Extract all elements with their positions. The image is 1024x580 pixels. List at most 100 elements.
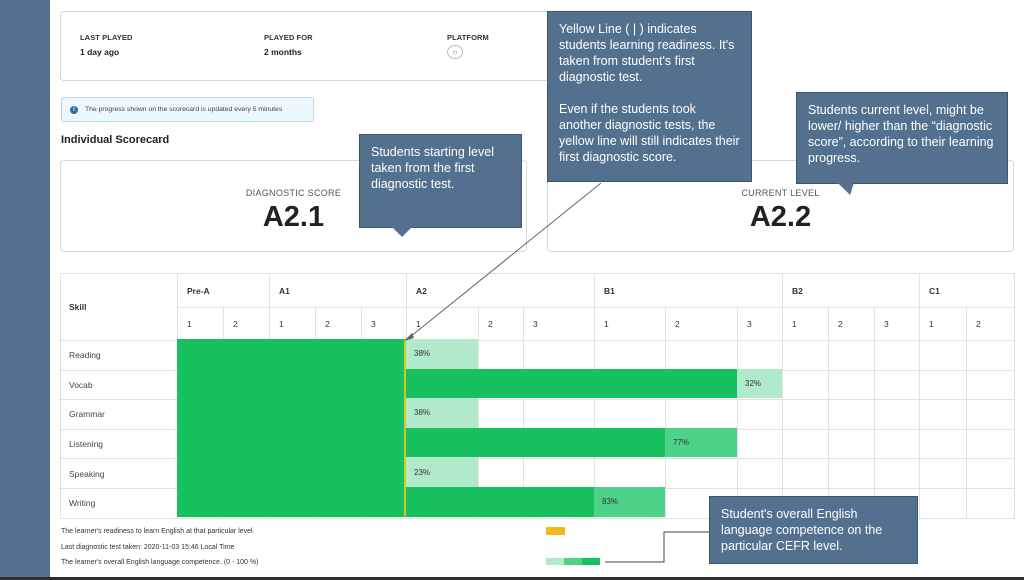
grid-cell: [665, 340, 738, 371]
grid-cell: [828, 340, 875, 371]
sublevel-header: 3: [523, 307, 595, 341]
diagnostic-score-value: A2.1: [262, 201, 325, 233]
sublevel-header: 1: [782, 307, 829, 341]
grid-cell: [782, 399, 829, 430]
legend-competence-text: The learner's overall English language c…: [61, 559, 259, 566]
grid-cell: [594, 399, 666, 430]
skill-name: Writing: [60, 487, 178, 519]
sublevel-header: 1: [919, 307, 967, 341]
grid-cell: [478, 340, 524, 371]
grid-cell: [874, 428, 920, 460]
grid-cell: [665, 458, 738, 489]
legend-competence-swatch: [546, 558, 600, 565]
skill-name: Listening: [60, 428, 178, 460]
grid-cell: [737, 428, 783, 460]
grid-cell: [665, 399, 738, 430]
sublevel-header: 2: [966, 307, 1015, 341]
diagnostic-score-label: DIAGNOSTIC SCORE: [245, 188, 342, 198]
callout-yellow-line-p2: Even if the students took another diagno…: [559, 102, 740, 164]
info-icon: i: [70, 105, 78, 114]
sublevel-header: 1: [594, 307, 666, 341]
level-header-a2: A2: [406, 273, 595, 308]
last-played-stat: LAST PLAYED 1 day ago: [80, 33, 133, 57]
callout-current-level: Students current level, might be lower/ …: [796, 92, 1008, 184]
grid-cell: [594, 340, 666, 371]
callout-competence: Student's overall English language compe…: [709, 496, 918, 564]
gamepad-icon: ○: [447, 45, 463, 59]
grid-cell: [782, 458, 829, 489]
played-for-value: 2 months: [264, 47, 302, 57]
section-title: Individual Scorecard: [61, 134, 170, 146]
skill-bar-completed: [177, 339, 406, 369]
left-sidebar-strip: [0, 0, 50, 580]
sublevel-header: 2: [223, 307, 270, 341]
skill-name: Speaking: [60, 458, 178, 489]
grid-cell: [737, 340, 783, 371]
grid-cell: [782, 340, 829, 371]
skill-bar-completed: [177, 457, 406, 487]
grid-cell: [919, 399, 967, 430]
platform-label: PLATFORM: [447, 33, 489, 42]
callout-starting-level-text: Students starting level taken from the f…: [371, 145, 494, 191]
grid-cell: [874, 458, 920, 489]
sublevel-header: 2: [828, 307, 875, 341]
grid-cell: [782, 369, 829, 401]
grid-cell: [737, 458, 783, 489]
sublevel-header: 3: [874, 307, 920, 341]
skill-bar-progress: 38%: [406, 339, 478, 369]
skill-bar-progress: 38%: [406, 398, 478, 428]
callout-competence-text: Student's overall English language compe…: [721, 507, 883, 553]
callout-starting-level: Students starting level taken from the f…: [359, 134, 522, 228]
last-played-value: 1 day ago: [80, 47, 120, 57]
grid-cell: [737, 399, 783, 430]
last-played-label: LAST PLAYED: [80, 33, 133, 42]
sublevel-header: 3: [737, 307, 783, 341]
grid-cell: [919, 487, 967, 519]
current-level-label: CURRENT LEVEL: [741, 188, 820, 198]
level-header-a1: A1: [269, 273, 407, 308]
skill-bar-progress: 77%: [665, 427, 737, 458]
readiness-line: [404, 339, 406, 516]
page-bottom-edge: [0, 577, 1024, 580]
sublevel-header: 2: [665, 307, 738, 341]
grid-cell: [966, 487, 1015, 519]
level-header-pre-a: Pre-A: [177, 273, 270, 308]
sublevel-header: 1: [269, 307, 316, 341]
sublevel-header: 1: [406, 307, 479, 341]
callout-yellow-line: Yellow Line ( | ) indicates students lea…: [547, 11, 752, 182]
grid-cell: [919, 369, 967, 401]
sublevel-header: 2: [478, 307, 524, 341]
skill-name: Reading: [60, 340, 178, 371]
skill-bar-completed: [177, 427, 665, 458]
grid-cell: [828, 458, 875, 489]
grid-cell: [919, 428, 967, 460]
skill-bar-completed: [177, 398, 406, 428]
grid-cell: [828, 399, 875, 430]
callout-starting-level-tail: [392, 227, 412, 237]
skill-bar-completed: [177, 368, 737, 399]
grid-cell: [966, 399, 1015, 430]
skill-bar-progress: 23%: [406, 457, 478, 487]
grid-cell: [594, 458, 666, 489]
sublevel-header: 2: [315, 307, 362, 341]
level-header-b2: B2: [782, 273, 920, 308]
callout-current-level-text: Students current level, might be lower/ …: [808, 103, 994, 165]
level-header-c1: C1: [919, 273, 1015, 308]
grid-cell: [874, 399, 920, 430]
grid-cell: [874, 340, 920, 371]
swatch-light: [546, 558, 564, 565]
grid-cell: [478, 399, 524, 430]
played-for-label: PLAYED FOR: [264, 33, 313, 42]
grid-cell: [919, 340, 967, 371]
swatch-full: [582, 558, 600, 565]
sublevel-header: 1: [177, 307, 224, 341]
skill-name: Grammar: [60, 399, 178, 430]
competence-connector: [605, 531, 709, 563]
legend-readiness-text: The learner's readiness to learn English…: [61, 528, 255, 535]
grid-cell: [828, 428, 875, 460]
grid-cell: [782, 428, 829, 460]
grid-cell: [966, 428, 1015, 460]
skill-bar-completed: [177, 487, 594, 517]
grid-cell: [919, 458, 967, 489]
grid-cell: [523, 399, 595, 430]
